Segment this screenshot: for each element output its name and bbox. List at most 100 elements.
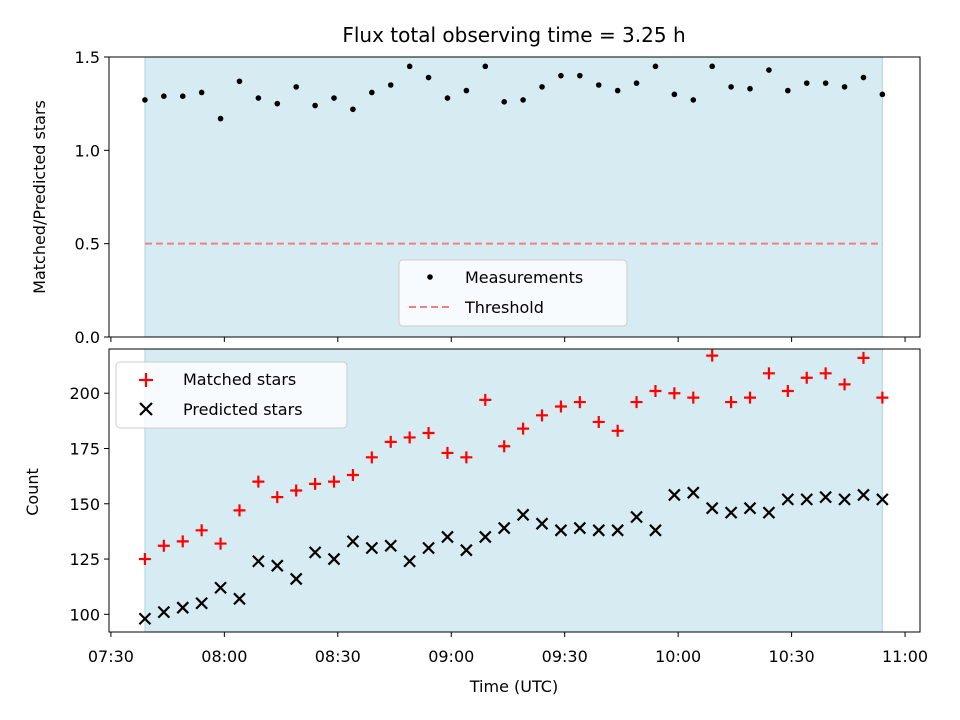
- measurement-point: [785, 87, 791, 94]
- matched-star-point: [498, 440, 511, 453]
- matched-star-point: [536, 409, 549, 422]
- matched-star-point: [573, 396, 586, 409]
- predicted-star-point: [384, 539, 398, 553]
- matched-star-point: [214, 537, 227, 550]
- matched-star-point: [138, 553, 151, 566]
- matched-star-point: [668, 387, 681, 400]
- bottom-y-tick-label: 100: [69, 605, 100, 624]
- predicted-star-point: [705, 501, 719, 515]
- legend-measurements-marker: [427, 274, 433, 280]
- measurement-point: [520, 97, 526, 103]
- matched-star-point: [290, 484, 303, 497]
- measurement-point: [142, 97, 148, 103]
- matched-star-point: [384, 435, 397, 448]
- matched-star-point: [592, 415, 605, 428]
- matched-star-point: [706, 349, 719, 362]
- top-measurement-points: [142, 63, 886, 122]
- measurement-point: [198, 89, 205, 96]
- matched-star-point: [876, 391, 889, 404]
- bottom-x-tick-label: 08:30: [315, 647, 361, 666]
- predicted-star-point: [668, 488, 681, 502]
- measurement-point: [539, 84, 545, 90]
- bottom-y-tick-label: 125: [69, 550, 100, 569]
- measurement-point: [482, 63, 489, 70]
- measurement-point: [369, 89, 375, 96]
- measurement-point: [274, 100, 281, 107]
- predicted-star-point: [365, 541, 379, 555]
- top-y-axis-label: Matched/Predicted stars: [30, 100, 49, 294]
- measurement-point: [614, 87, 621, 94]
- matched-star-point: [857, 351, 870, 364]
- matched-star-point: [346, 469, 359, 482]
- x-axis-label: Time (UTC): [469, 677, 558, 696]
- measurement-point: [860, 74, 867, 81]
- measurement-point: [709, 63, 715, 70]
- measurement-point: [558, 72, 564, 79]
- bottom-x-tick-label: 09:30: [542, 647, 588, 666]
- predicted-star-point: [516, 508, 530, 522]
- measurement-point: [350, 106, 356, 113]
- matched-star-point: [744, 391, 757, 404]
- measurement-point: [671, 91, 678, 98]
- predicted-star-point: [554, 524, 568, 537]
- bottom-panel-frame: [108, 348, 921, 633]
- predicted-star-point: [479, 530, 492, 544]
- predicted-star-point: [781, 493, 795, 506]
- predicted-star-point: [611, 524, 624, 537]
- bottom-y-tick-label: 150: [69, 495, 100, 514]
- predicted-star-point: [630, 510, 643, 524]
- chart-title: Flux total observing time = 3.25 h: [342, 23, 685, 47]
- matched-star-point: [309, 477, 322, 490]
- matched-star-point: [365, 451, 378, 464]
- matched-star-point: [687, 391, 700, 404]
- measurement-point: [444, 95, 451, 101]
- predicted-star-point: [441, 530, 454, 544]
- bottom-x-tick-label: 10:30: [769, 647, 815, 666]
- legend-matched-marker: [139, 373, 153, 387]
- bottom-y-axis-label: Count: [23, 468, 42, 516]
- matched-star-point: [819, 367, 832, 380]
- predicted-star-point: [857, 488, 870, 502]
- matched-star-point: [517, 422, 530, 435]
- predicted-star-point: [346, 535, 360, 548]
- measurement-point: [406, 63, 413, 70]
- matched-star-point: [630, 396, 643, 409]
- predicted-star-point: [327, 552, 341, 566]
- bottom-legend: Matched stars Predicted stars: [115, 361, 348, 429]
- measurement-point: [236, 78, 243, 85]
- bottom-panel: 100 125 150 175 200 07:30 08:00 08:30 09:00 09:3…: [23, 348, 928, 696]
- top-y-tick-label: 0.5: [75, 235, 100, 254]
- matched-star-point: [554, 400, 567, 413]
- bottom-x-tick-label: 07:30: [88, 647, 134, 666]
- predicted-star-point: [592, 524, 606, 537]
- top-legend-box: [398, 259, 628, 327]
- predicted-star-point: [214, 581, 227, 595]
- matched-star-point: [479, 393, 492, 406]
- legend-measurements-label: Measurements: [465, 268, 583, 287]
- predicted-star-point: [138, 612, 152, 626]
- bottom-x-tick-label: 10:00: [655, 647, 701, 666]
- predicted-star-point: [535, 517, 549, 530]
- top-y-tick-label: 0.0: [75, 328, 100, 347]
- top-y-tick-label: 1.0: [75, 141, 100, 160]
- predicted-stars-points: [138, 486, 889, 626]
- predicted-star-point: [195, 596, 208, 610]
- legend-predicted-marker: [139, 402, 153, 416]
- predicted-star-point: [252, 554, 265, 568]
- bottom-x-tick-label: 11:00: [882, 647, 928, 666]
- bottom-legend-box: [115, 361, 348, 429]
- bottom-x-tick-label: 08:00: [201, 647, 247, 666]
- predicted-star-point: [176, 601, 190, 614]
- measurement-point: [293, 84, 299, 90]
- top-panel: 0.0 0.5 1.0 1.5 Flux total observing time =…: [30, 23, 921, 347]
- bottom-y-ticks: 100 125 150 175 200: [69, 384, 109, 624]
- top-y-ticks: 0.0 0.5 1.0 1.5: [75, 48, 109, 347]
- predicted-star-point: [819, 490, 832, 504]
- predicted-star-point: [762, 506, 776, 519]
- predicted-star-point: [460, 543, 473, 557]
- predicted-star-point: [271, 559, 284, 572]
- matched-star-point: [781, 385, 794, 398]
- measurement-point: [161, 93, 167, 99]
- predicted-star-point: [403, 554, 416, 568]
